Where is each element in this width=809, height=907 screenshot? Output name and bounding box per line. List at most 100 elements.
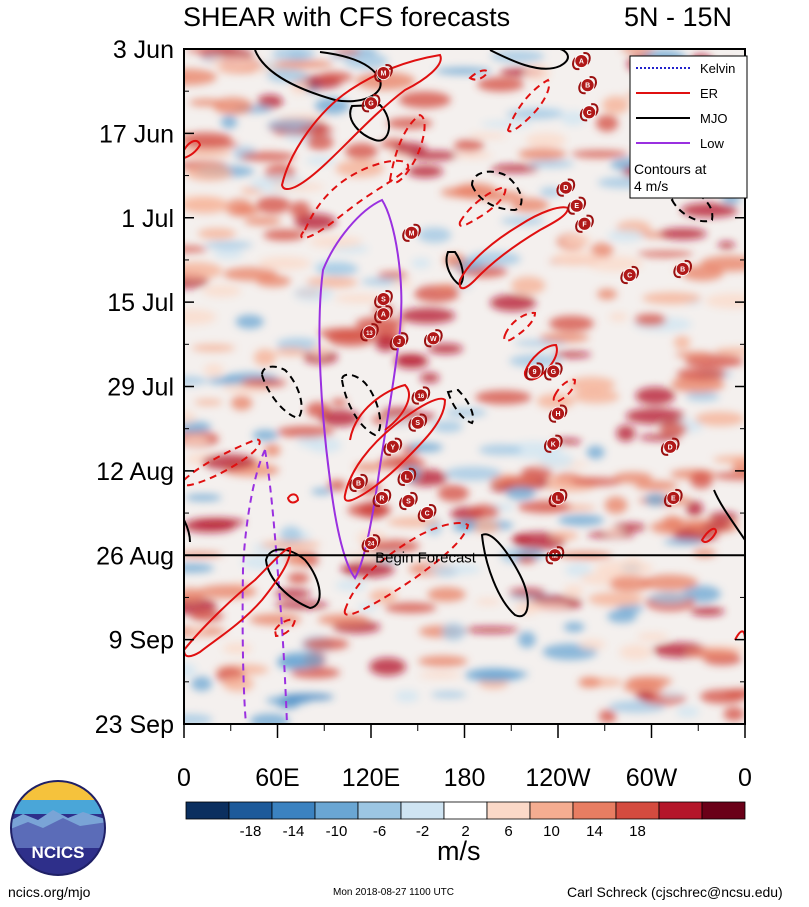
shear-cell [550, 531, 579, 541]
footer-timestamp: Mon 2018-08-27 1100 UTC [333, 887, 454, 898]
storm-marker: G [543, 362, 563, 381]
shear-cell [690, 606, 725, 616]
colorbar-tick-label: -18 [240, 823, 262, 840]
shear-cell [659, 422, 688, 437]
storm-icon [580, 78, 595, 93]
shear-cell [609, 312, 628, 322]
y-tick-label: 9 Sep [109, 627, 174, 655]
storm-label: W [430, 336, 437, 343]
storm-icon [401, 494, 416, 508]
storm-label: S [381, 297, 386, 304]
storm-icon [364, 96, 378, 111]
shear-cell [297, 434, 324, 448]
y-tick-label: 1 Jul [121, 205, 174, 233]
shear-cell [330, 398, 348, 406]
shear-cell [634, 313, 667, 327]
storm-marker: S [374, 290, 393, 309]
storm-label: C [425, 511, 430, 518]
storm-marker: 16 [411, 386, 431, 405]
shear-cell [560, 110, 586, 126]
shear-cell [184, 246, 208, 253]
shear-cell [191, 344, 236, 352]
shear-cell [235, 314, 264, 329]
storm-marker: 9 [525, 362, 544, 381]
mjo-contour [446, 388, 474, 425]
storm-marker: B [349, 473, 368, 492]
storm-label: A [579, 59, 584, 66]
shear-cell [420, 372, 440, 383]
shear-cell [220, 115, 238, 129]
shear-cell [437, 484, 469, 502]
storm-label: R [379, 495, 384, 502]
footer-url[interactable]: ncics.org/mjo [8, 884, 91, 900]
storm-swirl-icon [389, 332, 409, 351]
storm-label: 9 [533, 369, 537, 376]
shear-cell [659, 691, 685, 698]
storm-label: C [627, 273, 632, 280]
shear-cell [276, 337, 320, 351]
storm-swirl-icon [673, 259, 692, 278]
storm-markers: AMBGCDEFMBCSA13WJ9G16HSKDYLBRLESC24M [349, 52, 692, 565]
shear-cell [612, 522, 647, 532]
shear-cell [427, 587, 466, 602]
storm-icon [375, 491, 389, 505]
shear-cell [426, 563, 482, 575]
storm-swirl-icon [372, 488, 392, 508]
x-tick-label: 0 [738, 764, 752, 792]
shear-cell [341, 561, 395, 578]
storm-label: S [406, 499, 411, 506]
shear-cell [399, 307, 456, 324]
storm-label: L [405, 474, 410, 481]
storm-swirl-icon [408, 413, 428, 432]
storm-marker: S [408, 413, 428, 432]
storm-swirl-icon [360, 323, 379, 342]
shear-cell [598, 709, 617, 723]
storm-marker: H [548, 404, 568, 423]
shear-cell [700, 255, 745, 272]
colorbar-tick-label: 2 [461, 823, 469, 840]
storm-icon [546, 364, 561, 379]
colorbar-tick-label: -14 [283, 823, 305, 840]
storm-marker: D [660, 437, 680, 456]
shear-cell [626, 676, 673, 688]
storm-label: 16 [418, 394, 425, 400]
shear-cell [635, 690, 654, 701]
shear-cell [316, 262, 359, 277]
storm-marker: D [556, 178, 576, 197]
shear-cell [184, 563, 214, 573]
er-contour [184, 139, 202, 159]
shear-cell [553, 249, 598, 266]
shear-cell [398, 91, 451, 109]
shear-cell [568, 376, 616, 393]
storm-label: A [381, 312, 386, 319]
shear-cell [391, 279, 414, 288]
storm-label: J [397, 339, 401, 346]
storm-swirl-icon [663, 488, 683, 508]
storm-marker: F [575, 214, 594, 233]
colorbar-swatch [572, 801, 617, 820]
shear-cell [616, 425, 636, 442]
shear-cell [288, 49, 307, 61]
storm-icon [527, 364, 542, 379]
storm-marker: J [389, 332, 409, 351]
colorbar-swatch [271, 801, 316, 820]
shear-cell [202, 284, 242, 298]
colorbar-tick-label: -2 [416, 823, 429, 840]
shear-cell [184, 261, 223, 280]
shear-cell [642, 292, 702, 305]
shear-cell [407, 165, 444, 178]
shear-cell [184, 713, 213, 724]
storm-label: M [381, 71, 387, 78]
shear-cell [281, 693, 334, 701]
shear-cell [184, 68, 217, 86]
shear-cell [213, 97, 253, 115]
legend-note: Contours at [634, 161, 706, 177]
storm-label: B [585, 83, 590, 90]
shear-cell [222, 675, 254, 692]
shear-cell [427, 343, 464, 355]
storm-label: B [680, 266, 685, 273]
shear-cell [225, 198, 254, 217]
shear-cell [517, 555, 537, 564]
shear-cell [663, 538, 703, 546]
